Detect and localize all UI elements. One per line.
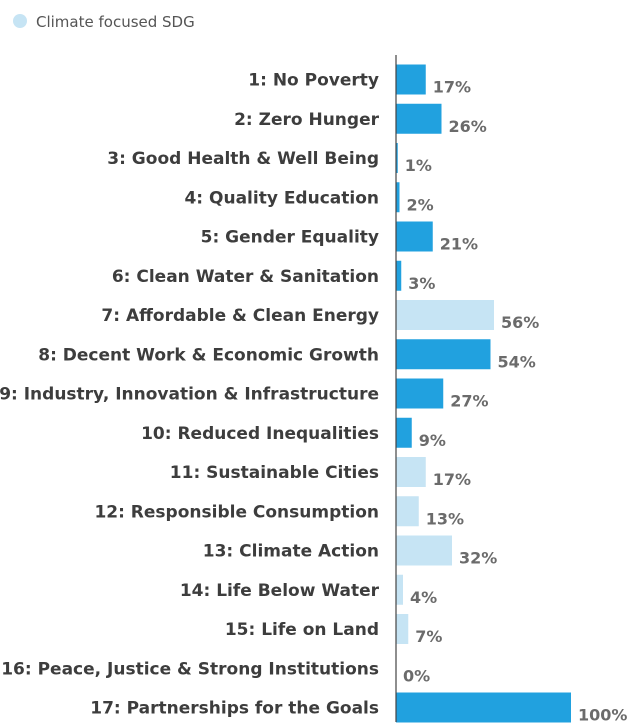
value-label: 0% [403,666,430,685]
value-label: 100% [578,706,627,725]
value-label: 17% [433,470,471,489]
category-label: 11: Sustainable Cities [170,463,379,483]
value-label: 26% [449,117,487,136]
category-label: 14: Life Below Water [180,581,380,601]
bar [396,535,452,566]
bar [396,103,442,134]
value-label: 1% [405,156,432,175]
category-label: 2: Zero Hunger [234,110,380,130]
bar [396,221,433,252]
legend-label: Climate focused SDG [36,13,195,31]
bar [396,417,412,448]
legend-swatch-climate [13,14,27,28]
category-label: 8: Decent Work & Economic Growth [38,345,379,365]
value-label: 9% [419,431,446,450]
bar [396,182,400,213]
value-label: 32% [459,549,497,568]
value-label: 2% [407,195,434,214]
value-label: 3% [408,274,435,293]
value-label: 13% [426,509,464,528]
category-label: 16: Peace, Justice & Strong Institutions [1,659,379,679]
category-label: 9: Industry, Innovation & Infrastructure [0,385,379,405]
category-label: 12: Responsible Consumption [94,502,379,522]
bar [396,339,491,370]
category-label: 17: Partnerships for the Goals [90,699,379,719]
value-label: 27% [450,392,488,411]
value-label: 56% [501,313,539,332]
category-label: 4: Quality Education [184,188,379,208]
bar [396,300,494,330]
category-label: 6: Clean Water & Sanitation [112,267,379,287]
bar [396,614,409,644]
value-label: 21% [440,235,478,254]
value-label: 7% [415,627,442,646]
bar [396,496,419,527]
bars-group: 1: No Poverty 17% 2: Zero Hunger 26% 3: Good… [0,64,627,725]
bar [396,64,426,95]
category-label: 7: Affordable & Clean Energy [101,306,379,326]
category-label: 15: Life on Land [225,620,379,640]
bar [396,378,444,409]
category-label: 3: Good Health & Well Being [107,149,379,169]
category-label: 5: Gender Equality [201,228,379,248]
value-label: 54% [498,352,536,371]
bar [396,143,398,173]
category-label: 13: Climate Action [203,542,379,562]
legend: Climate focused SDG [13,13,195,31]
bar [396,574,403,605]
bar [396,260,402,291]
category-label: 1: No Poverty [248,71,379,91]
bar [396,457,426,487]
value-label: 4% [410,588,437,607]
value-label: 17% [433,78,471,97]
category-label: 10: Reduced Inequalities [141,424,379,444]
bar [396,692,571,723]
